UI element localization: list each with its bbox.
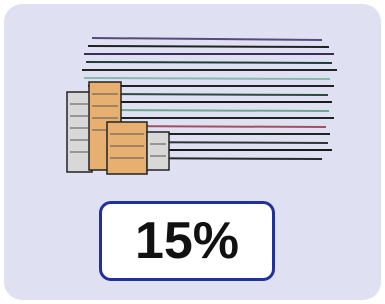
stripe bbox=[86, 62, 332, 63]
stripe bbox=[90, 94, 328, 95]
percent-label: 15% bbox=[99, 201, 275, 281]
stripe bbox=[88, 46, 329, 47]
stripe bbox=[92, 110, 329, 111]
building bbox=[147, 132, 169, 170]
building bbox=[107, 122, 147, 174]
stripe bbox=[92, 38, 322, 40]
card: 15% bbox=[4, 4, 381, 300]
illustration bbox=[4, 4, 381, 194]
stripe bbox=[84, 78, 330, 79]
page: 15% (() => { const data = JSON.parse(doc… bbox=[0, 0, 385, 304]
